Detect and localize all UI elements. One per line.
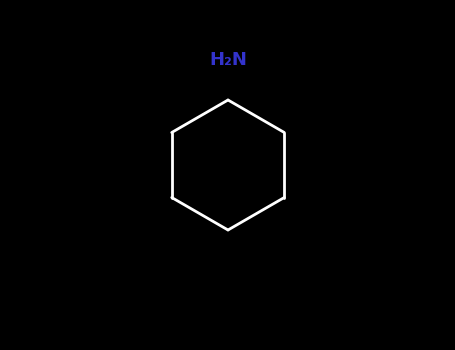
Text: H₂N: H₂N — [209, 51, 247, 69]
